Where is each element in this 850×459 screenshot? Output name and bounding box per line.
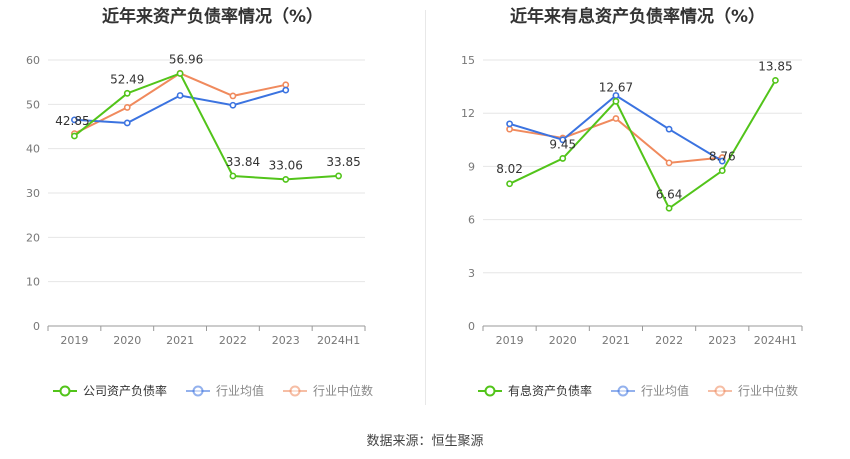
data-point — [506, 180, 513, 188]
data-point — [506, 125, 513, 133]
series-line — [509, 79, 777, 210]
chart-panel-interest-debt-ratio: 近年来有息资产负债率情况（%） 0 3 6 9 12 15 2019 2020 2021 2022… — [425, 0, 850, 415]
legend-label: 行业均值 — [640, 384, 689, 398]
data-point — [559, 155, 567, 162]
data-label: 33.84 — [226, 155, 260, 169]
x-tick-label: 2019 — [60, 334, 88, 347]
data-point — [123, 119, 131, 127]
chart-title: 近年来有息资产负债率情况（%） — [509, 7, 766, 27]
data-point — [229, 92, 237, 100]
legend-item[interactable]: 行业均值 — [610, 382, 689, 399]
data-point — [123, 89, 131, 97]
data-label: 33.06 — [269, 158, 303, 172]
data-label: 13.85 — [758, 59, 792, 73]
data-point — [176, 70, 184, 77]
data-point — [282, 86, 290, 94]
data-point — [772, 76, 779, 84]
x-tick-label: 2023 — [708, 334, 736, 347]
y-tick-label: 50 — [26, 98, 40, 111]
legend-label: 行业中位数 — [738, 384, 799, 398]
data-point — [282, 81, 290, 89]
data-label: 6.64 — [656, 187, 683, 201]
data-point — [229, 101, 237, 109]
series-line — [73, 72, 287, 135]
y-tick-label: 3 — [468, 267, 475, 280]
data-point — [559, 136, 567, 144]
y-tick-label: 0 — [468, 320, 475, 333]
legend-item[interactable]: 有息资产负债率 — [477, 382, 592, 399]
x-tick-label: 2022 — [219, 334, 247, 347]
data-point — [718, 167, 726, 175]
y-tick-label: 0 — [33, 320, 40, 333]
legend-swatch-icon — [477, 385, 502, 396]
legend-item[interactable]: 行业均值 — [185, 382, 264, 399]
data-point — [665, 204, 673, 212]
legend-label: 行业均值 — [215, 384, 264, 398]
data-point — [176, 92, 184, 99]
x-tick-label: 2024H1 — [317, 334, 360, 347]
data-label: 33.85 — [326, 155, 360, 169]
data-label: 12.67 — [599, 80, 633, 94]
y-tick-label: 6 — [468, 214, 475, 227]
data-label: 42.85 — [55, 114, 89, 128]
x-tick-label: 2022 — [655, 334, 683, 347]
legend-swatch-icon — [185, 385, 210, 396]
line-chart-debt-ratio: 0 10 20 30 40 50 60 2019 2020 2021 2022 2023 2024H1 4… — [26, 52, 366, 347]
data-point — [71, 132, 78, 140]
panel-divider — [425, 10, 426, 405]
x-tick-label: 2019 — [496, 334, 524, 347]
data-point — [665, 125, 673, 133]
data-point — [612, 97, 620, 105]
legend-item[interactable]: 公司资产负债率 — [52, 382, 167, 399]
data-point — [123, 104, 131, 111]
data-point — [612, 115, 620, 122]
data-label: 8.76 — [709, 150, 736, 164]
x-tick-label: 2021 — [166, 334, 194, 347]
legend-swatch-icon — [283, 385, 307, 396]
data-point — [506, 120, 513, 128]
data-point — [71, 116, 78, 124]
x-tick-label: 2021 — [602, 334, 630, 347]
legend-item[interactable]: 行业中位数 — [282, 382, 373, 399]
data-label: 52.49 — [110, 72, 144, 86]
legend: 公司资产负债率 行业均值 行业中位数 — [0, 382, 425, 399]
legend-item[interactable]: 行业中位数 — [707, 382, 798, 399]
x-tick-label: 2023 — [272, 334, 300, 347]
series-line — [73, 72, 339, 181]
data-point — [718, 157, 726, 165]
legend-label: 行业中位数 — [313, 384, 374, 398]
data-source-note: 数据来源：恒生聚源 — [366, 434, 484, 449]
legend: 有息资产负债率 行业均值 行业中位数 — [425, 382, 850, 399]
chart-title: 近年来资产负债率情况（%） — [101, 7, 324, 27]
series-line — [509, 117, 723, 164]
data-label: 56.96 — [169, 52, 203, 66]
legend-swatch-icon — [708, 385, 732, 396]
legend-swatch-icon — [52, 385, 77, 396]
y-tick-label: 10 — [26, 276, 40, 289]
y-tick-label: 15 — [461, 54, 475, 67]
y-tick-label: 40 — [26, 143, 40, 156]
x-tick-label: 2020 — [113, 334, 141, 347]
legend-label: 公司资产负债率 — [82, 384, 167, 398]
data-point — [282, 176, 290, 183]
chart-panel-debt-ratio: 近年来资产负债率情况（%） 0 10 20 30 40 50 60 2019 2020 2021 2… — [0, 0, 425, 415]
data-point — [229, 172, 237, 180]
line-chart-interest-debt-ratio: 0 3 6 9 12 15 2019 2020 2021 2022 2023 2024H1 8.02 9.… — [461, 54, 803, 347]
data-point — [665, 159, 673, 167]
y-tick-label: 12 — [461, 107, 475, 120]
y-tick-label: 9 — [468, 160, 475, 173]
series-line — [509, 94, 723, 162]
x-tick-label: 2024H1 — [754, 334, 797, 347]
data-point — [335, 172, 342, 180]
data-label: 8.02 — [496, 162, 523, 176]
y-tick-label: 60 — [26, 54, 40, 67]
legend-label: 有息资产负债率 — [507, 384, 592, 398]
y-tick-label: 30 — [26, 187, 40, 200]
x-tick-label: 2020 — [549, 334, 577, 347]
data-label: 9.45 — [549, 137, 576, 151]
y-tick-label: 20 — [26, 231, 40, 244]
legend-swatch-icon — [610, 385, 635, 396]
